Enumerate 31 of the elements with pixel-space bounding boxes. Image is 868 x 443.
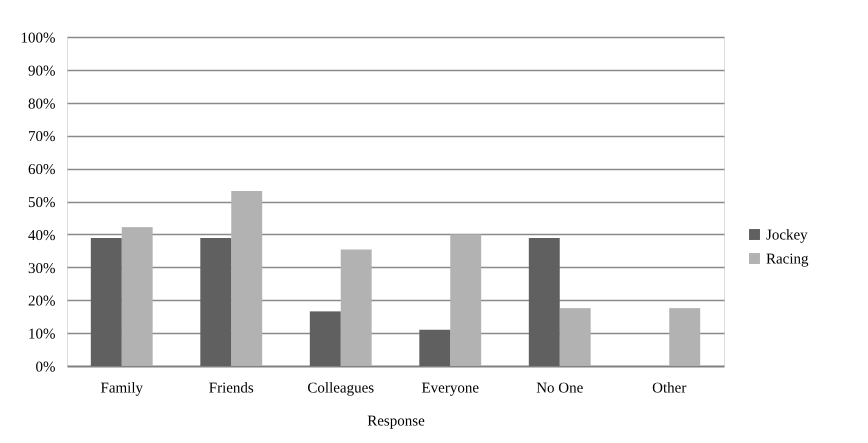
bar: [122, 227, 153, 366]
y-tick-label: 10%: [28, 326, 56, 343]
bar: [200, 238, 232, 366]
bar: [450, 234, 482, 366]
bar: [669, 308, 700, 366]
legend-label: Jockey: [766, 228, 808, 244]
y-tick-label: 30%: [28, 260, 56, 277]
x-axis-title: Response: [367, 414, 426, 430]
bar: [90, 238, 122, 366]
bar: [419, 330, 450, 366]
bar: [340, 250, 372, 366]
x-tick-label: Other: [652, 380, 686, 396]
x-tick-label: Everyone: [422, 380, 480, 396]
x-tick-label: Colleagues: [307, 380, 374, 396]
y-tick-label: 40%: [28, 228, 56, 244]
y-tick-label: 100%: [20, 30, 56, 46]
bar: [560, 308, 591, 366]
y-tick-label: 80%: [28, 96, 56, 112]
x-tick-label: No One: [536, 380, 584, 396]
y-tick-label: 50%: [28, 195, 56, 211]
y-tick-label: 90%: [28, 63, 56, 80]
y-tick-label: 70%: [28, 129, 56, 146]
bar: [231, 190, 262, 366]
legend-label: Racing: [766, 252, 809, 268]
x-tick-label: Friends: [208, 380, 254, 396]
x-tick-label: Family: [100, 380, 144, 396]
y-tick-label: 20%: [28, 294, 56, 310]
y-tick-label: 60%: [28, 162, 56, 178]
y-tick-label: 0%: [36, 360, 56, 376]
bar: [310, 311, 341, 366]
bar: [528, 238, 560, 366]
